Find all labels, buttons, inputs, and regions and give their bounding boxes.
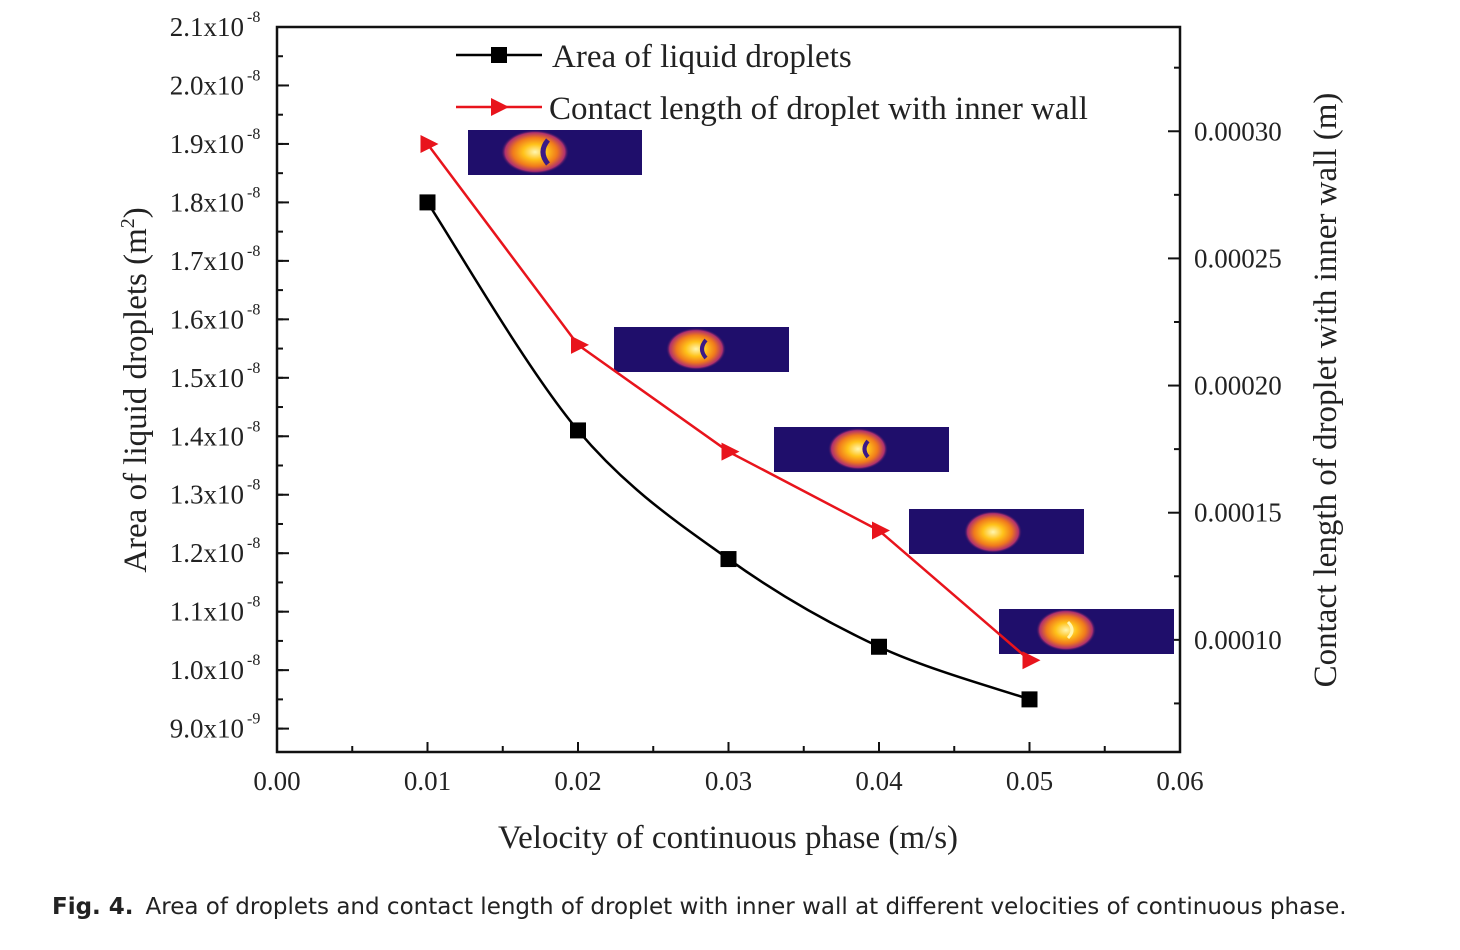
x-tick-label: 0.03	[705, 766, 752, 796]
y-left-tick-label: 1.5x10	[170, 363, 244, 393]
x-tick-label: 0.02	[554, 766, 601, 796]
y-right-tick-label: 0.00020	[1194, 371, 1282, 401]
legend-item-area: Area of liquid droplets	[456, 39, 852, 75]
y-left-tick-label: 1.0x10	[170, 655, 244, 685]
data-point-triangle	[571, 335, 589, 354]
y-left-tick-exponent: -8	[247, 301, 260, 318]
y-left-tick-exponent: -8	[247, 9, 260, 26]
y-right-tick-label: 0.00015	[1194, 498, 1282, 528]
y-left-tick-label: 1.3x10	[170, 480, 244, 510]
data-point-square	[720, 551, 737, 568]
y-left-tick-exponent: -8	[247, 477, 260, 494]
y-left-tick-exponent: -9	[247, 711, 260, 728]
y-right-tick-label: 0.00030	[1194, 116, 1282, 146]
y-left-tick-label: 1.9x10	[170, 129, 244, 159]
y-right-tick-label: 0.00010	[1194, 625, 1282, 655]
data-point-triangle	[420, 134, 439, 153]
x-tick-label: 0.00	[253, 766, 300, 796]
y-axis-right-title: Contact length of droplet with inner wal…	[1308, 93, 1344, 688]
legend-item-contact-length: Contact length of droplet with inner wal…	[456, 91, 1088, 127]
inset-image-0.04	[909, 509, 1084, 554]
x-tick-label: 0.06	[1156, 766, 1203, 796]
data-point-triangle	[872, 521, 890, 540]
y-left-tick-label: 1.2x10	[170, 538, 244, 568]
simulation-insets	[468, 130, 1174, 654]
data-point-square	[871, 638, 887, 655]
y-left-tick-label: 1.1x10	[170, 597, 244, 627]
figure-caption: Fig. 4. Area of droplets and contact leng…	[52, 894, 1432, 920]
y-left-tick-label: 1.6x10	[170, 304, 244, 334]
y-left-tick-exponent: -8	[247, 243, 260, 260]
y-left-tick-exponent: -8	[247, 652, 260, 669]
y-axis-left: 9.0x10 -91.0x10 -81.1x10 -81.2x10 -81.3x10 -8…	[170, 9, 289, 744]
inset-image-0.03	[774, 427, 949, 472]
y-left-tick-exponent: -8	[247, 184, 260, 201]
x-tick-label: 0.01	[404, 766, 451, 796]
y-left-tick-label: 9.0x10	[170, 714, 244, 744]
y-left-tick-label: 2.1x10	[170, 12, 244, 42]
figure-label: Fig. 4.	[52, 894, 134, 920]
x-tick-label: 0.04	[855, 766, 903, 796]
figure-caption-text: Area of droplets and contact length of d…	[145, 894, 1347, 920]
y-left-tick-label: 1.8x10	[170, 187, 244, 217]
y-axis-left-title: Area of liquid droplets (m2)	[117, 207, 154, 573]
y-left-tick-exponent: -8	[247, 67, 260, 84]
legend-label-area: Area of liquid droplets	[552, 39, 852, 75]
inset-image-0.05	[999, 609, 1174, 654]
y-left-tick-label: 1.4x10	[170, 421, 244, 451]
chart: 0.00 0.01 0.02 0.03 0.04 0.05 0.06 9.0x10 -9 1.0…	[117, 9, 1344, 856]
data-point-square	[419, 194, 436, 211]
y-left-tick-exponent: -8	[247, 360, 260, 377]
x-tick-label: 0.05	[1006, 766, 1053, 796]
series-layer	[419, 134, 1041, 708]
y-axis-right: 0.00010 0.00015 0.00020 0.00025 0.00030	[1168, 66, 1282, 705]
y-left-tick-label: 1.7x10	[170, 246, 244, 276]
y-right-tick-label: 0.00025	[1194, 243, 1282, 273]
inset-image-0.02	[614, 327, 789, 372]
data-point-square	[570, 422, 586, 439]
y-left-tick-exponent: -8	[247, 535, 260, 552]
legend: Area of liquid droplets Contact length o…	[456, 39, 1088, 127]
data-point-square	[1021, 691, 1038, 708]
data-point-triangle	[1022, 651, 1041, 670]
x-axis: 0.00 0.01 0.02 0.03 0.04 0.05 0.06	[253, 742, 1204, 796]
series-line-1	[426, 143, 1031, 662]
x-axis-title: Velocity of continuous phase (m/s)	[498, 820, 958, 856]
inset-image-0.01	[468, 130, 642, 175]
y-left-tick-exponent: -8	[247, 594, 260, 611]
data-point-triangle	[721, 442, 740, 461]
y-left-tick-exponent: -8	[247, 126, 260, 143]
series-line-0	[426, 201, 1030, 701]
y-left-tick-label: 2.0x10	[170, 70, 244, 100]
y-left-tick-exponent: -8	[247, 418, 260, 435]
legend-label-contact-length: Contact length of droplet with inner wal…	[549, 91, 1088, 127]
